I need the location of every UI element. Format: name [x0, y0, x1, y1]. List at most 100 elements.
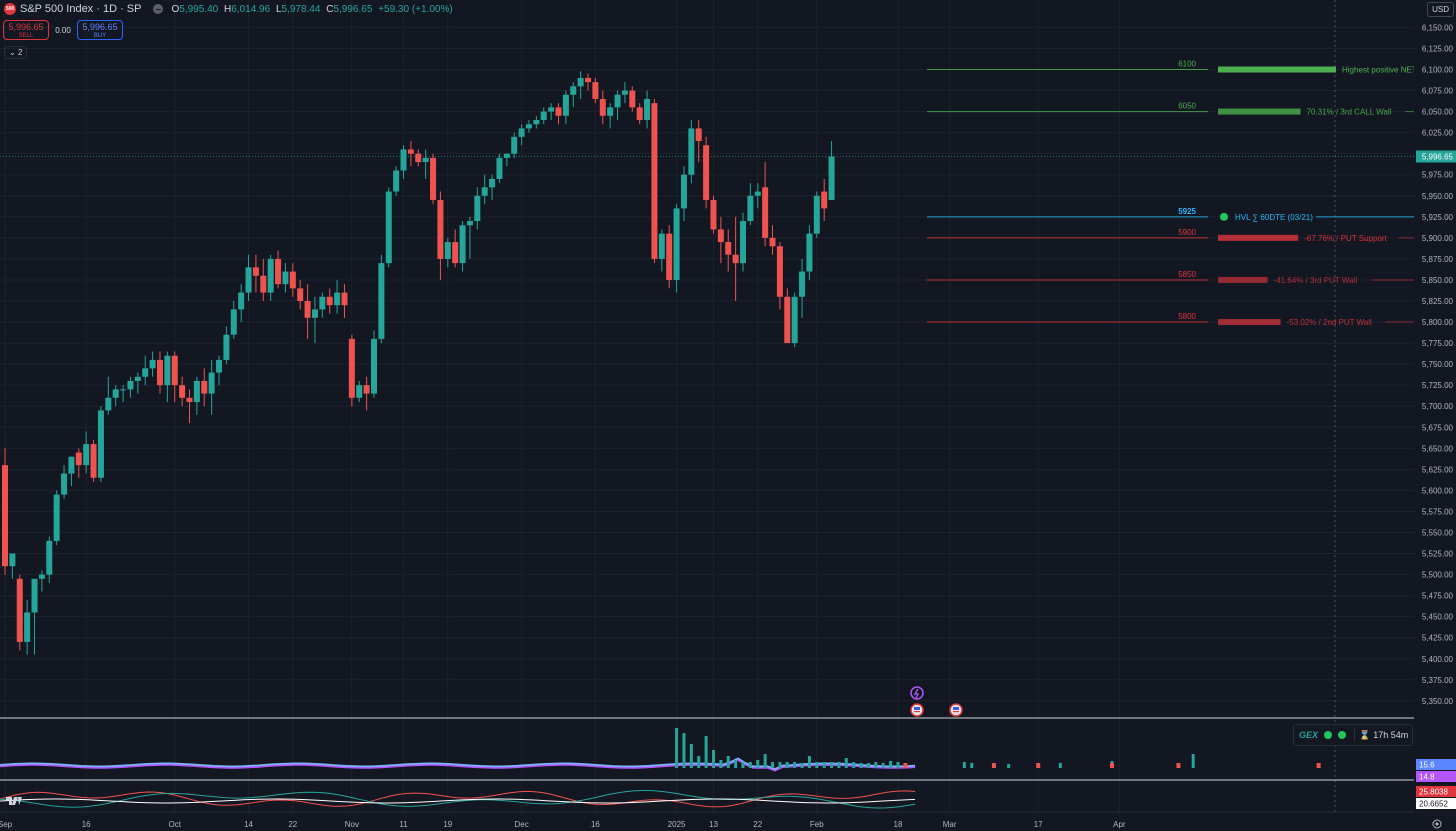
candle-body — [385, 191, 392, 264]
price-tick-label: 5,625.00 — [1422, 465, 1454, 474]
time-axis[interactable]: Sep 16 Oct 14 22 Nov 11 19 Dec 16 2025 13 22 Feb 18 Mar… — [0, 797, 1442, 829]
candle-body — [621, 90, 628, 95]
symbol-header[interactable]: 500 S&P 500 Index · 1D · SP O5,995.40 H6… — [4, 3, 453, 15]
buy-button[interactable]: 5,996.65 BUY — [77, 20, 123, 40]
candle-body — [806, 233, 813, 272]
time-tick-label: Sep — [0, 820, 13, 829]
candle-body — [31, 578, 38, 613]
us-flag-event-icon — [914, 711, 920, 713]
symbol-title[interactable]: S&P 500 Index · 1D · SP — [20, 3, 142, 15]
level-price-label: 5900 — [1178, 228, 1196, 237]
candle-body — [688, 128, 695, 175]
candle-body — [378, 263, 385, 339]
price-tick-label: 5,725.00 — [1422, 381, 1454, 390]
level-price-label: 6050 — [1178, 102, 1196, 111]
gex-histogram-bar — [689, 744, 693, 768]
price-tick-label: 5,925.00 — [1422, 213, 1454, 222]
candle-body — [710, 199, 717, 230]
candle-body — [776, 246, 783, 297]
candle-body — [245, 267, 252, 293]
candle-body — [179, 385, 186, 398]
candle-body — [297, 288, 304, 301]
candle-body — [186, 397, 193, 403]
gex-histogram-bar — [852, 762, 856, 768]
candle-body — [238, 292, 245, 310]
symbol-logo: 500 — [4, 3, 16, 15]
candle-body — [452, 242, 459, 264]
candle-body — [784, 296, 791, 344]
price-tick-label: 5,850.00 — [1422, 276, 1454, 285]
candle-body — [444, 242, 451, 259]
candle-body — [260, 275, 267, 293]
candle-body — [415, 153, 422, 163]
candle-body — [607, 107, 614, 116]
candle-body — [548, 107, 555, 112]
gex-histogram-bar — [711, 750, 715, 768]
price-tick-label: 5,800.00 — [1422, 318, 1454, 327]
candle-body — [570, 86, 577, 95]
candle-body — [496, 157, 503, 179]
indicator-pane-2[interactable] — [0, 790, 916, 809]
market-status-icon[interactable] — [153, 4, 164, 14]
indicator-2-value-badge: 25.8038 — [1419, 788, 1448, 797]
us-flag-event-icon — [914, 707, 920, 710]
gex-widget[interactable]: GEX ⌛ 17h 54m — [1293, 724, 1413, 746]
settings-icon[interactable] — [1432, 819, 1442, 829]
us-flag-event-icon — [953, 707, 959, 710]
gex-histogram-bar — [830, 762, 834, 768]
time-tick-label: Oct — [169, 820, 182, 829]
candle-body — [83, 444, 90, 466]
candle-body — [407, 149, 414, 154]
settings-icon — [1435, 822, 1439, 826]
candle-body — [658, 233, 665, 259]
candle-body — [695, 128, 702, 142]
price-tick-label: 6,150.00 — [1422, 23, 1454, 32]
currency-select[interactable]: USD — [1427, 2, 1454, 17]
gex-histogram-bar — [726, 756, 730, 768]
gex-histogram-bar — [785, 762, 789, 768]
candle-body — [267, 258, 274, 293]
candle-body — [599, 98, 606, 116]
level-strength-bar — [1218, 234, 1299, 241]
candlesticks — [2, 71, 835, 655]
event-markers[interactable] — [910, 686, 963, 717]
candle-body — [481, 187, 488, 196]
level-tag: 70.31% / 3rd CALL Wall — [1307, 108, 1392, 117]
price-tick-label: 5,700.00 — [1422, 402, 1454, 411]
price-axis[interactable]: 6,150.00 6,125.00 6,100.00 6,075.00 6,050.00… — [1414, 0, 1456, 831]
candle-body — [46, 540, 53, 575]
indicator-pane-1[interactable]: 200 — [0, 726, 1434, 772]
candle-body — [289, 271, 296, 289]
time-tick-label: 18 — [894, 820, 903, 829]
time-tick-label: Nov — [345, 820, 359, 829]
candle-body — [97, 410, 104, 478]
indicators-toggle[interactable]: ⌄ 2 — [4, 46, 28, 59]
candle-body — [732, 254, 739, 264]
candle-body — [61, 473, 68, 495]
indicator-1-value-badge — [1416, 771, 1456, 782]
gex-histogram-bar — [719, 760, 723, 768]
candle-body — [636, 107, 643, 121]
price-tick-label: 5,750.00 — [1422, 360, 1454, 369]
gex-histogram-bar — [844, 758, 848, 768]
hourglass-icon: ⌛ — [1359, 729, 1371, 740]
gex-histogram-bar — [889, 761, 893, 768]
candle-body — [127, 380, 134, 390]
gex-histogram-bar — [859, 763, 863, 768]
gex-histogram-bar — [822, 762, 826, 768]
sell-button[interactable]: 5,996.65 SELL — [3, 20, 49, 40]
candle-body — [799, 271, 806, 297]
candle-body — [666, 233, 673, 280]
gex-histogram-bar — [1007, 764, 1011, 768]
time-tick-label: Feb — [810, 820, 824, 829]
candle-body — [193, 380, 200, 403]
candle-body — [821, 191, 828, 209]
level-strength-bar — [1218, 319, 1281, 326]
gex-label: GEX — [1299, 730, 1319, 740]
price-tick-label: 5,775.00 — [1422, 339, 1454, 348]
candle-body — [614, 94, 621, 108]
bolt-event-icon[interactable] — [910, 686, 924, 700]
price-axis-bg — [1414, 0, 1456, 831]
candle-body — [754, 191, 761, 196]
